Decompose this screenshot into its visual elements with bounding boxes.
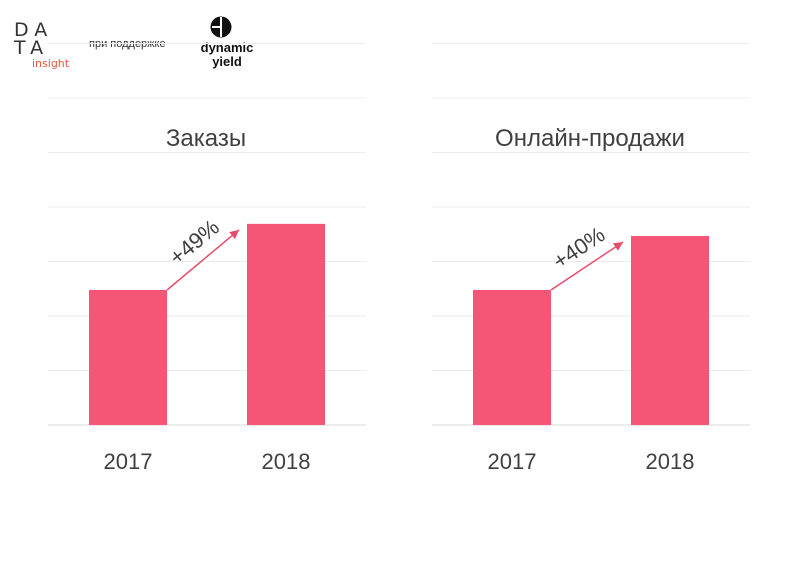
category-label: 2017 — [488, 449, 537, 474]
logo-line-1: DA — [14, 19, 54, 41]
category-label: 2017 — [104, 449, 153, 474]
logo-subtitle: insight — [32, 57, 70, 70]
data-insight-logo: DA TA insight — [14, 20, 84, 72]
dynamic-yield-mark-icon — [210, 16, 232, 38]
growth-annotation: +40% — [548, 222, 609, 274]
chart-title: Онлайн-продажи — [495, 125, 685, 152]
growth-arrow-head — [229, 229, 239, 240]
partner-line-2: yield — [212, 54, 242, 69]
bar-2018 — [631, 236, 709, 425]
growth-arrow-line — [550, 241, 624, 291]
growth-arrow-line — [166, 229, 240, 291]
bar-2017 — [89, 290, 167, 425]
bar-2018 — [247, 223, 325, 425]
logo-line-2: TA — [14, 37, 50, 59]
growth-arrow-head — [613, 242, 623, 251]
category-label: 2018 — [262, 449, 311, 474]
category-label: 2018 — [646, 449, 695, 474]
chart-online-sales: Онлайн-продажи 2017 2018 +40% — [432, 0, 752, 580]
chart-title: Заказы — [166, 125, 246, 152]
chart-online-sales-svg: Онлайн-продажи 2017 2018 +40% — [432, 43, 750, 474]
bar-2017 — [473, 290, 551, 425]
chart-orders: Заказы 2017 2018 +49% — [48, 0, 368, 580]
